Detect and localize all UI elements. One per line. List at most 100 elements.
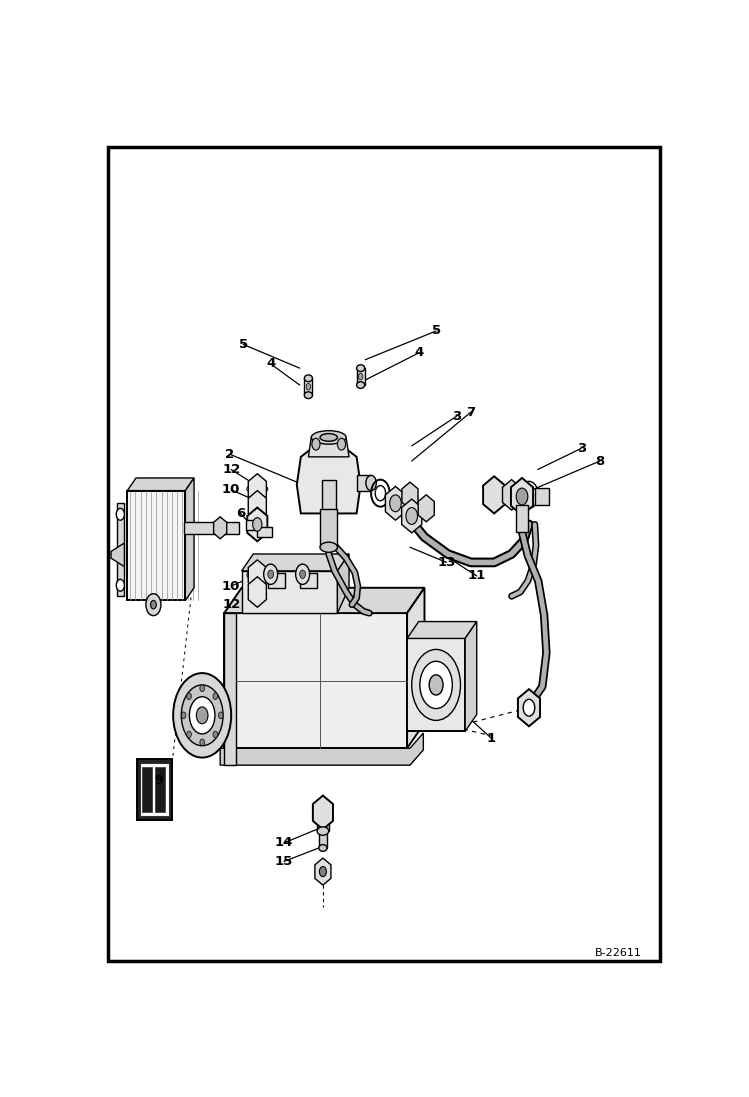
- Circle shape: [116, 579, 124, 591]
- Polygon shape: [503, 479, 521, 510]
- Text: 10: 10: [222, 579, 240, 592]
- Polygon shape: [220, 733, 423, 766]
- Bar: [357, 369, 365, 385]
- Circle shape: [300, 570, 306, 578]
- Ellipse shape: [304, 392, 312, 398]
- Polygon shape: [418, 495, 434, 522]
- Polygon shape: [248, 577, 267, 608]
- Circle shape: [181, 685, 223, 746]
- Text: 12: 12: [222, 598, 240, 611]
- Circle shape: [312, 439, 320, 450]
- Circle shape: [268, 570, 273, 578]
- Polygon shape: [313, 795, 333, 829]
- Polygon shape: [248, 490, 267, 521]
- Polygon shape: [213, 517, 227, 539]
- Circle shape: [173, 674, 231, 758]
- Bar: [322, 479, 336, 513]
- Text: 1: 1: [487, 732, 496, 745]
- Text: 12: 12: [222, 463, 240, 476]
- Circle shape: [189, 697, 215, 734]
- Bar: [117, 504, 124, 596]
- Bar: [317, 813, 329, 832]
- Circle shape: [516, 488, 528, 505]
- Polygon shape: [127, 478, 194, 490]
- Polygon shape: [402, 482, 418, 509]
- Circle shape: [296, 564, 309, 585]
- Circle shape: [406, 508, 417, 524]
- Text: B-22611: B-22611: [595, 948, 642, 958]
- Bar: [184, 522, 239, 534]
- Circle shape: [213, 693, 218, 700]
- Polygon shape: [309, 438, 349, 456]
- Circle shape: [358, 373, 363, 380]
- Circle shape: [200, 739, 204, 746]
- Polygon shape: [224, 613, 236, 766]
- Polygon shape: [247, 508, 267, 541]
- Bar: [258, 527, 272, 538]
- Text: 5: 5: [239, 338, 248, 351]
- Circle shape: [524, 488, 533, 501]
- Polygon shape: [483, 476, 506, 513]
- Circle shape: [389, 495, 401, 511]
- Text: 7: 7: [467, 406, 476, 419]
- Polygon shape: [511, 478, 533, 516]
- Circle shape: [213, 731, 218, 738]
- Polygon shape: [407, 588, 425, 748]
- Circle shape: [200, 685, 204, 692]
- Bar: [535, 488, 549, 505]
- Circle shape: [319, 867, 327, 877]
- Ellipse shape: [319, 845, 327, 851]
- Circle shape: [219, 712, 223, 719]
- Polygon shape: [192, 689, 224, 742]
- Bar: [137, 759, 172, 821]
- Text: 4: 4: [266, 358, 276, 371]
- Polygon shape: [248, 559, 267, 590]
- Circle shape: [429, 675, 443, 695]
- Ellipse shape: [247, 570, 268, 580]
- Polygon shape: [407, 622, 477, 638]
- Text: 3: 3: [577, 442, 586, 455]
- Circle shape: [264, 564, 278, 585]
- Circle shape: [523, 699, 535, 716]
- Polygon shape: [111, 543, 124, 567]
- Ellipse shape: [247, 484, 268, 494]
- Polygon shape: [315, 858, 331, 885]
- Ellipse shape: [357, 382, 365, 388]
- Text: 4: 4: [414, 347, 423, 360]
- Polygon shape: [242, 570, 337, 613]
- Ellipse shape: [320, 542, 338, 552]
- Bar: [246, 520, 258, 530]
- Ellipse shape: [317, 827, 329, 835]
- Circle shape: [252, 518, 262, 531]
- Bar: [154, 767, 165, 813]
- Text: 14: 14: [275, 836, 293, 849]
- Bar: [304, 378, 312, 395]
- Circle shape: [412, 649, 461, 721]
- Bar: [516, 505, 528, 532]
- Text: 3: 3: [452, 410, 461, 422]
- Polygon shape: [407, 638, 465, 732]
- Polygon shape: [248, 474, 267, 505]
- Polygon shape: [242, 554, 349, 570]
- Circle shape: [337, 439, 345, 450]
- Text: 5: 5: [431, 325, 440, 338]
- Text: 2: 2: [225, 448, 234, 461]
- Circle shape: [187, 693, 191, 700]
- Bar: [127, 490, 185, 600]
- Bar: [300, 573, 317, 588]
- Bar: [268, 573, 285, 588]
- Text: 8: 8: [595, 454, 604, 467]
- Ellipse shape: [357, 365, 365, 372]
- Ellipse shape: [320, 433, 338, 441]
- Text: 10: 10: [222, 484, 240, 496]
- Polygon shape: [401, 499, 422, 533]
- Text: 13: 13: [437, 556, 455, 569]
- Circle shape: [181, 712, 186, 719]
- Circle shape: [306, 383, 311, 391]
- Bar: [357, 475, 371, 490]
- Bar: [319, 829, 327, 848]
- Polygon shape: [185, 478, 194, 600]
- Ellipse shape: [366, 475, 376, 490]
- Circle shape: [116, 508, 124, 520]
- Polygon shape: [465, 622, 477, 732]
